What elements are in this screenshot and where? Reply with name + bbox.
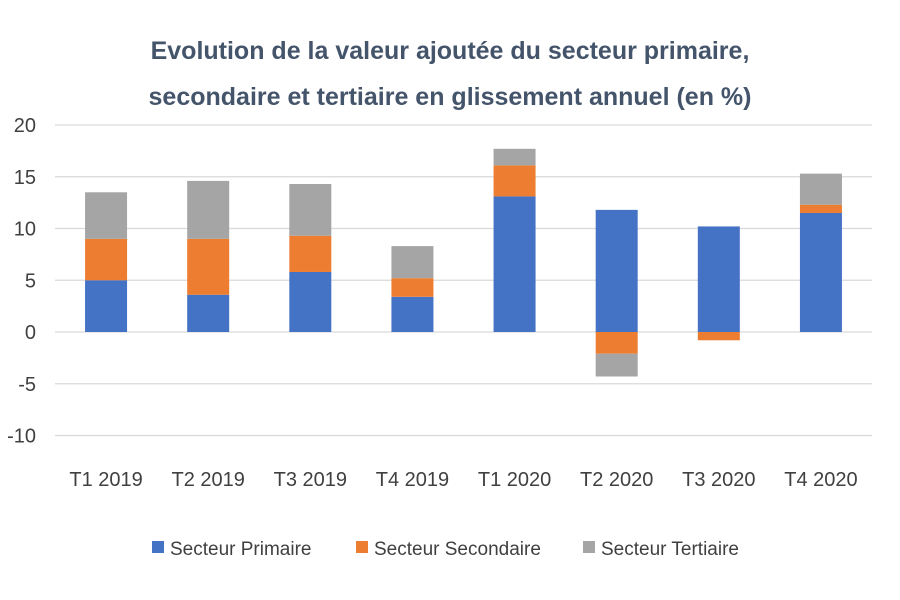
bar-segment-secteur-secondaire: [697, 332, 740, 341]
bar-segment-secteur-secondaire: [289, 235, 332, 272]
x-tick-label: T4 2020: [784, 469, 857, 491]
bar-segment-secteur-secondaire: [493, 165, 536, 197]
x-tick-label: T2 2020: [580, 469, 653, 491]
legend-label: Secteur Secondaire: [374, 539, 541, 560]
x-tick-label: T4 2019: [376, 469, 449, 491]
bar-segment-secteur-tertiaire: [391, 246, 434, 279]
bar-segment-secteur-primaire: [391, 296, 434, 332]
x-axis-ticks: T1 2019 T2 2019 T3 2019 T4 2019 T1 2020 T2 20…: [69, 469, 857, 491]
chart-title: Evolution de la valeur ajoutée du secteu…: [0, 28, 900, 120]
bar-segment-secteur-secondaire: [391, 278, 434, 297]
bar-segment-secteur-secondaire: [799, 204, 842, 213]
bar-segment-secteur-primaire: [289, 271, 332, 332]
x-tick-label: T1 2020: [478, 469, 551, 491]
bar-segment-secteur-secondaire: [85, 238, 128, 281]
y-tick-label: -10: [7, 426, 36, 448]
y-tick-label: 20: [14, 115, 36, 137]
bar-segment-secteur-primaire: [595, 209, 638, 332]
bar-segment-secteur-tertiaire: [493, 148, 536, 166]
y-tick-label: 15: [14, 167, 36, 189]
x-tick-label: T1 2019: [69, 469, 142, 491]
x-tick-label: T3 2020: [682, 469, 755, 491]
bar-segment-secteur-primaire: [493, 196, 536, 332]
y-axis-ticks: 20 15 10 5 0 -5 -10: [7, 115, 36, 448]
y-tick-label: 0: [25, 322, 36, 344]
y-tick-label: 10: [14, 219, 36, 241]
y-tick-label: -5: [18, 374, 36, 396]
bar-segment-secteur-secondaire: [187, 238, 230, 295]
x-tick-label: T3 2019: [274, 469, 347, 491]
y-tick-label: 5: [25, 270, 36, 292]
bars: [85, 148, 842, 377]
gridlines: [55, 124, 872, 437]
legend-swatch: [356, 541, 368, 553]
bar-segment-secteur-primaire: [697, 226, 740, 332]
legend-swatch: [583, 541, 595, 553]
legend-label: Secteur Primaire: [170, 539, 312, 560]
bar-segment-secteur-tertiaire: [289, 183, 332, 236]
bar-segment-secteur-primaire: [85, 280, 128, 332]
chart-title-line-1: Evolution de la valeur ajoutée du secteu…: [150, 37, 750, 65]
chart-title-line-2: secondaire et tertiaire en glissement an…: [148, 83, 752, 111]
bar-segment-secteur-primaire: [799, 212, 842, 332]
x-tick-label: T2 2019: [171, 469, 244, 491]
bar-segment-secteur-tertiaire: [799, 173, 842, 205]
bar-segment-secteur-tertiaire: [595, 353, 638, 377]
bar-segment-secteur-tertiaire: [187, 180, 230, 239]
bar-segment-secteur-secondaire: [595, 332, 638, 354]
legend: Secteur Primaire Secteur Secondaire Secteu…: [152, 539, 739, 560]
bar-segment-secteur-tertiaire: [85, 192, 128, 239]
legend-label: Secteur Tertiaire: [601, 539, 739, 560]
bar-segment-secteur-primaire: [187, 294, 230, 332]
legend-swatch: [152, 541, 164, 553]
